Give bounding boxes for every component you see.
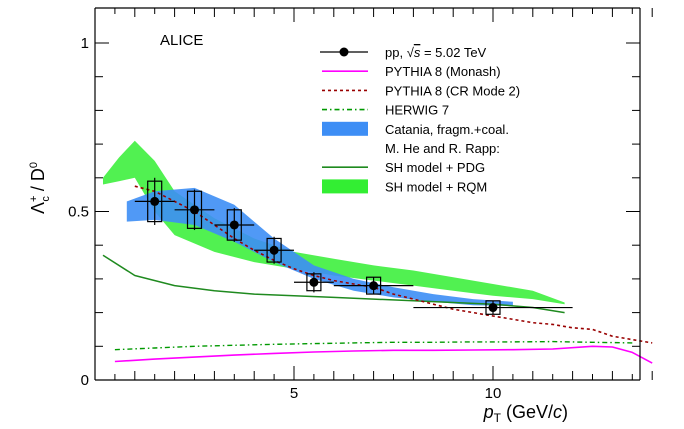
legend-shrqm-swatch [322, 179, 368, 194]
x-axis-title-sub: T [494, 411, 502, 425]
data-point-3-syserr [266, 237, 282, 263]
legend-data-text-after: = 5.02 TeV [420, 45, 486, 60]
legend-entry-monash: PYTHIA 8 (Monash) [322, 64, 501, 79]
y-axis-title-d: D [28, 168, 48, 181]
herwig-line [114, 340, 633, 351]
legend-entry-data: pp, √s = 5.02 TeV [320, 45, 487, 60]
experiment-tag: ALICE [160, 32, 203, 49]
x-axis-title-close: ) [562, 402, 568, 422]
data-point-5 [369, 281, 379, 291]
x-axis-title: pT (GeV/c) [483, 402, 568, 425]
data-point-1-syserr [186, 190, 203, 229]
legend-data-s: s [414, 45, 421, 60]
legend-entry-shpdg: SH model + PDG [322, 160, 485, 175]
data-point-4 [309, 277, 319, 287]
legend-label-data: pp, √s = 5.02 TeV [385, 45, 487, 60]
x-axis-title-unit: c [553, 402, 562, 422]
data-point-2-syserr [226, 209, 242, 241]
y-axis-title-slash: / [28, 181, 48, 196]
x-tick-label-5: 5 [290, 385, 298, 402]
legend-label-hr_header: M. He and R. Rapp: [385, 141, 500, 156]
data-point-1 [190, 205, 199, 215]
legend-entry-hr_header: M. He and R. Rapp: [385, 141, 500, 156]
data-point-3 [269, 245, 279, 255]
legend-label-herwig: HERWIG 7 [385, 103, 449, 118]
legend-label-catania: Catania, fragm.+coal. [385, 122, 509, 137]
legend-entry-cr2: PYTHIA 8 (CR Mode 2) [322, 83, 520, 98]
legend-label-monash: PYTHIA 8 (Monash) [385, 64, 501, 79]
x-axis-title-rest: (GeV/ [501, 402, 553, 422]
catania-band [126, 187, 513, 306]
bands-layer [103, 140, 565, 306]
y-tick-label-1: 1 [81, 35, 89, 52]
data-point-0 [150, 196, 160, 206]
y-axis-title-lambda: Λ [28, 202, 48, 214]
legend-entry-herwig: HERWIG 7 [322, 103, 449, 118]
legend-data-text-before: pp, [385, 45, 407, 60]
legend-data-sqrt: √ [407, 45, 415, 60]
axes-layer: 5 10 0 0.5 1 [68, 7, 653, 402]
cr2-line [134, 185, 653, 344]
monash-line [114, 345, 653, 364]
x-tick-label-10: 10 [485, 385, 502, 402]
legend-entry-catania: Catania, fragm.+coal. [322, 121, 509, 137]
data-point-2 [229, 220, 239, 230]
legend-data-marker [339, 47, 349, 57]
x-axis-title-main: p [483, 402, 494, 422]
legend-label-shpdg: SH model + PDG [385, 160, 485, 175]
data-point-5-syserr [366, 276, 382, 295]
legend-catania-swatch [322, 121, 368, 136]
data-point-6-syserr [485, 300, 501, 315]
data-points-layer [134, 177, 573, 315]
data-point-4-syserr [306, 273, 322, 292]
legend: pp, √s = 5.02 TeV PYTHIA 8 (Monash) PYTHIA… [320, 45, 520, 194]
y-tick-label-0.5: 0.5 [68, 204, 89, 221]
data-point-0-syserr [147, 180, 163, 223]
y-axis-title-d-sup: 0 [28, 162, 40, 168]
y-axis-title-lambda-sup: + [28, 196, 40, 202]
legend-label-cr2: PYTHIA 8 (CR Mode 2) [385, 83, 520, 98]
y-tick-label-0: 0 [81, 372, 89, 389]
y-axis-title: Λ+c / D0 [28, 162, 52, 214]
legend-entry-shrqm: SH model + RQM [322, 179, 487, 194]
legend-label-shrqm: SH model + RQM [385, 179, 487, 194]
y-axis-title-lambda-sub: c [40, 196, 52, 202]
data-point-6 [488, 303, 498, 313]
